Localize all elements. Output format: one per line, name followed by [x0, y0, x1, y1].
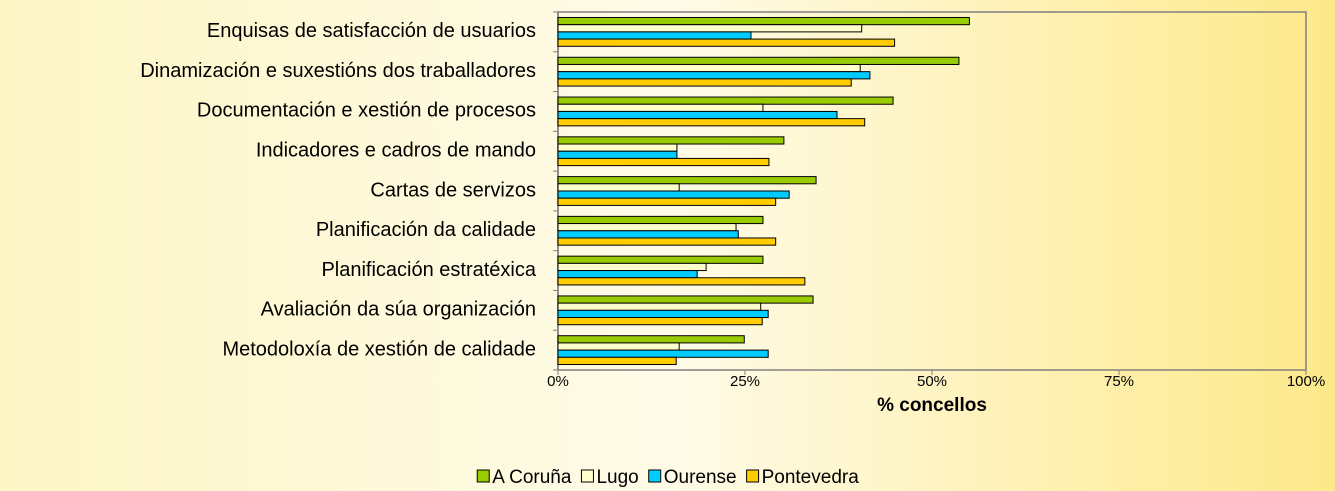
bar: [557, 356, 677, 366]
bar: [557, 78, 852, 87]
bar: [557, 197, 777, 206]
y-tick-label: Cartas de servizos: [370, 179, 536, 201]
y-tick-label: Metodoloxía de xestión de calidade: [222, 338, 536, 360]
bar: [557, 277, 806, 286]
x-tick-label: 25%: [730, 373, 760, 390]
x-tick-label: 75%: [1104, 373, 1134, 390]
bar: [557, 176, 817, 185]
bar: [557, 237, 777, 246]
bar: [557, 190, 790, 199]
bar: [557, 136, 785, 145]
bar: [557, 71, 871, 80]
y-tick-label: Avaliación da súa organización: [261, 299, 536, 321]
bar: [557, 223, 737, 232]
bar: [557, 262, 707, 272]
bar: [557, 183, 680, 192]
y-tick-label: Indicadores e cadros de mando: [256, 140, 536, 162]
bar: [557, 16, 970, 26]
bar: [557, 335, 745, 344]
bar: [557, 309, 769, 319]
legend-label: Ourense: [664, 467, 737, 488]
legend-label: A Coruña: [492, 467, 572, 488]
bar: [557, 157, 770, 167]
bar: [557, 24, 863, 33]
y-tick-label: Planificación da calidade: [316, 219, 536, 241]
bar: [557, 230, 739, 239]
bar: [557, 103, 764, 112]
bar: [557, 63, 861, 73]
legend-swatch: [476, 469, 490, 483]
y-tick-label: Dinamización e suxestións dos traballado…: [140, 60, 536, 82]
bar: [557, 342, 680, 351]
legend-swatch: [580, 469, 594, 483]
legend-swatch: [746, 469, 760, 483]
bar: [557, 302, 762, 311]
bar: [557, 150, 678, 159]
y-tick-label: Enquisas de satisfacción de usuarios: [207, 20, 536, 42]
y-tick-label: Planificación estratéxica: [321, 259, 536, 281]
bar: [557, 31, 752, 40]
legend-swatch: [648, 469, 662, 483]
bar: [557, 270, 698, 279]
bar: [557, 96, 894, 105]
bar: [557, 38, 896, 47]
x-tick-label: 50%: [917, 373, 947, 390]
legend-label: Lugo: [596, 467, 638, 488]
bar: [557, 295, 814, 304]
bar: [557, 110, 838, 120]
bar: [557, 56, 960, 65]
legend-label: Pontevedra: [762, 467, 860, 488]
bar: [557, 255, 764, 264]
x-tick-label: 100%: [1287, 373, 1325, 390]
bar: [557, 215, 764, 225]
bar: [557, 317, 763, 326]
x-tick-label: 0%: [547, 373, 569, 390]
bar: [557, 349, 769, 358]
x-axis-title: % concellos: [877, 395, 987, 416]
bar: [557, 143, 678, 152]
bar: [557, 118, 866, 127]
y-tick-label: Documentación e xestión de procesos: [197, 100, 536, 122]
